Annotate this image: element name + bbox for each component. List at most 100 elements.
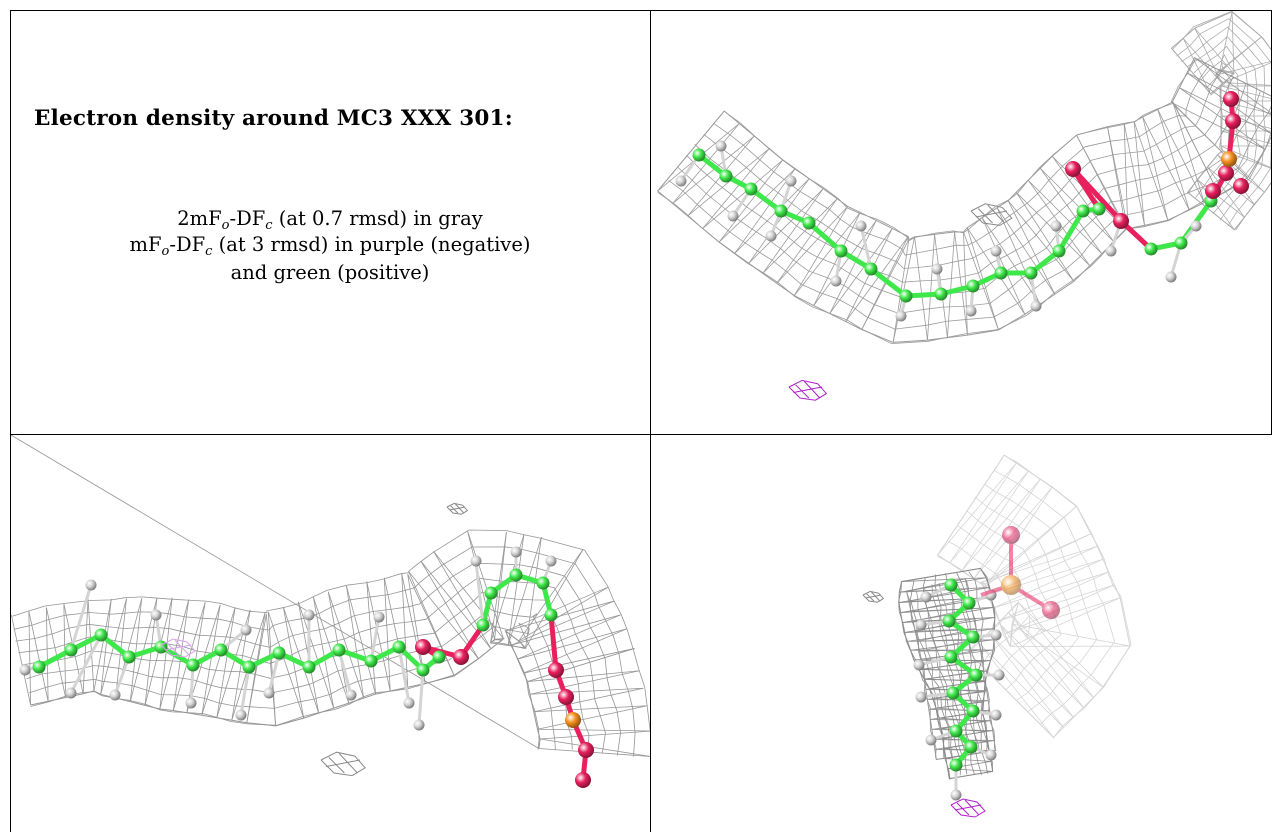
mesh-rung (1182, 38, 1211, 94)
view-bottom-right (651, 435, 1272, 832)
mesh-rung (998, 622, 1074, 718)
hydrogen-atom (235, 709, 247, 721)
mesh-rung (829, 228, 893, 314)
mesh-rung (981, 545, 1098, 583)
mesh-rung (527, 648, 635, 682)
carbon-atom (994, 266, 1008, 280)
mesh-rung (961, 478, 1041, 572)
caption-line-1-sub-o: o (221, 218, 230, 233)
mesh-rung (1011, 623, 1104, 688)
carbon-atom (302, 660, 316, 674)
hydrogen-atom (985, 749, 997, 761)
hydrogen-atom (925, 734, 937, 746)
mesh-rung (540, 738, 650, 757)
hydrogen-atom (1030, 300, 1042, 312)
mesh-rung (433, 551, 492, 649)
table-middle-border (10, 434, 1272, 435)
hydrogen-bond (69, 634, 103, 694)
mesh-rung (748, 178, 810, 264)
mesh-rung (87, 599, 95, 691)
gray-density-fragment (970, 203, 1013, 226)
gray-density-fragment (446, 502, 469, 515)
mesh-rung (327, 591, 365, 699)
mesh-rung (702, 148, 770, 229)
mesh-rung (525, 548, 584, 649)
density-view-bottom-left (11, 435, 650, 788)
hydrogen-atom (765, 230, 777, 242)
mesh-rung (908, 598, 970, 602)
mesh-rung (1027, 179, 1103, 255)
mesh-blob-lines (793, 381, 823, 399)
mesh-rung (538, 748, 650, 757)
carbon-atom (1024, 266, 1038, 280)
caption-line-1: 2mFo-DFc (at 0.7 rmsd) in gray (10, 206, 650, 233)
mesh-rung (1133, 121, 1145, 226)
mesh-rung (282, 606, 320, 714)
mesh-rung (776, 198, 838, 284)
hydrogen-atom (913, 659, 925, 671)
mesh-rung (517, 628, 627, 660)
mesh-rung (1194, 28, 1223, 84)
mesh-rung (813, 212, 861, 306)
gray-density-fragment (320, 751, 366, 777)
mesh-rung (246, 614, 267, 723)
mesh-rung (985, 505, 1077, 588)
mesh-rung (529, 687, 644, 695)
carbon-atom (966, 630, 980, 644)
mesh-rung (1207, 166, 1255, 206)
hydrogen-atom (1050, 220, 1062, 232)
carbon-atom (899, 289, 913, 303)
carbon-atom (64, 643, 78, 657)
mesh-rung (1015, 192, 1075, 282)
mesh-rung (1142, 116, 1190, 211)
carbon-atom (966, 704, 980, 718)
hydrogen-atom (373, 611, 385, 623)
mesh-contour (668, 106, 1271, 330)
mesh-rung (1051, 155, 1115, 243)
mesh-rung (1219, 11, 1233, 71)
gray-density-mesh (11, 435, 650, 757)
mesh-rung (861, 239, 910, 330)
hydrogen-atom (150, 609, 162, 621)
mesh-rung (914, 236, 928, 341)
carbon-atom (719, 169, 733, 183)
mesh-rung (687, 148, 770, 217)
mesh-rung (93, 598, 112, 691)
carbon-atom (1092, 202, 1106, 216)
hydrogen-atom (920, 591, 932, 603)
mesh-rung (1010, 597, 1121, 647)
mesh-rung (383, 577, 391, 692)
mesh-rung (734, 168, 796, 254)
phosphorus-atom (1221, 151, 1237, 167)
caption-line-3: and green (positive) (230, 261, 430, 284)
hydrogen-atom (240, 624, 252, 636)
carbon-atom (32, 660, 46, 674)
mesh-rung (201, 607, 236, 716)
hydrogen-atom (1190, 220, 1202, 232)
mesh-rung (925, 680, 986, 690)
table-center-border (650, 10, 651, 832)
carbon-atom (802, 216, 816, 230)
caption-line-2-sub-o: o (161, 244, 170, 259)
hydrogen-atom (830, 275, 842, 287)
mesh-rung (813, 220, 877, 306)
carbon-atom (536, 576, 550, 590)
mesh-rung (1197, 179, 1245, 218)
oxygen-atom (1218, 165, 1234, 181)
mesh-blob-lines (975, 204, 1008, 224)
mesh-rung (533, 705, 648, 713)
mesh-rung (186, 602, 206, 713)
negative-density-mesh (160, 638, 196, 658)
carbon-atom (186, 658, 200, 672)
mesh-rung (748, 188, 824, 264)
carbon-atom (944, 578, 958, 592)
caption-line-2-sub-c: c (205, 244, 213, 259)
carbon-atom (949, 724, 963, 738)
carbon-atom (476, 618, 490, 632)
carbon-atom (242, 660, 256, 674)
caption-cell: Electron density around MC3 XXX 301: 2mF… (10, 10, 650, 434)
mesh-rung (201, 604, 221, 716)
caption-line-2-mid: -DF (169, 233, 206, 256)
hydrogen-atom (510, 546, 522, 558)
hydrogen-atom (993, 669, 1005, 681)
